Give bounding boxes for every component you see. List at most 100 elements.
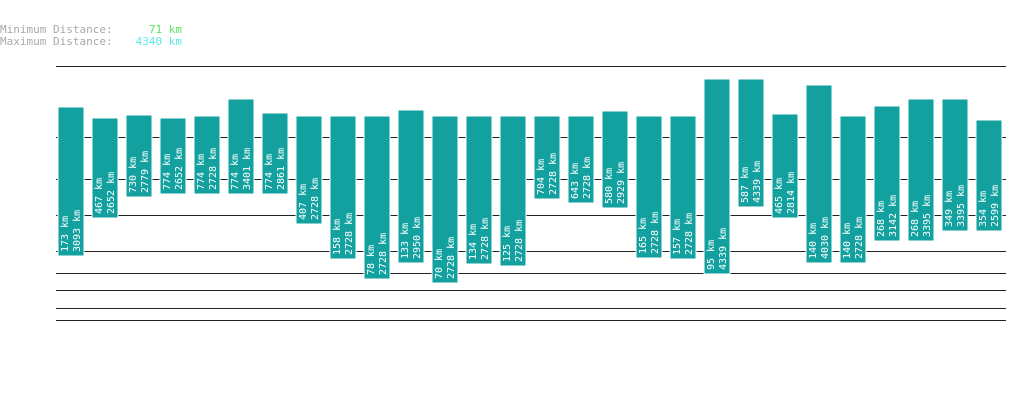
distance-bar-5 [193,115,221,195]
distance-bar-19 [669,115,697,260]
bar-group-14: 125 km 2728 km [499,115,527,267]
max-distance-label-8: 2728 km [310,178,321,220]
min-distance-label-2: 467 km [94,178,105,214]
max-distance-label-12: 2728 km [446,237,457,279]
bar-group-1: 173 km 3093 km [57,106,85,257]
max-distance-label-20: 4339 km [718,228,729,270]
distance-bar-11 [397,109,425,264]
max-distance-label-17: 2929 km [616,162,627,204]
max-distance-label-15: 2728 km [548,153,559,195]
min-distance-label-26: 268 km [910,201,921,237]
max-distance-label-5: 2728 km [208,148,219,190]
min-distance-label-13: 134 km [468,224,479,260]
bar-group-11: 133 km 2950 km [397,109,425,264]
max-distance-label-21: 4339 km [752,161,763,203]
distance-bar-3 [125,114,153,198]
max-distance-label-19: 2728 km [684,213,695,255]
min-distance-label-4: 774 km [162,154,173,190]
max-distance-label-6: 3401 km [242,148,253,190]
max-distance-label-13: 2728 km [480,218,491,260]
max-distance-label-22: 2814 km [786,172,797,214]
max-distance-label-1: 3093 km [72,210,83,252]
max-distance-label-9: 2728 km [344,213,355,255]
distance-bar-6 [227,98,255,195]
bar-group-24: 140 km 2728 km [839,115,867,264]
distance-bar-28 [975,119,1003,232]
max-distance-label-26: 3395 km [922,195,933,237]
min-distance-label-17: 580 km [604,168,615,204]
min-distance-label-8: 407 km [298,184,309,220]
min-distance-label-14: 125 km [502,226,513,262]
distance-summary: Minimum Distance: 71 km Maximum Distance:… [0,24,182,48]
bar-group-6: 774 km 3401 km [227,98,255,195]
bar-group-21: 587 km 4339 km [737,78,765,208]
max-distance-label-28: 2599 km [990,185,1001,227]
max-distance-label-4: 2652 km [174,148,185,190]
min-distance-label-22: 465 km [774,178,785,214]
distance-bar-4 [159,117,187,195]
minimum-distance-row: Minimum Distance: 71 km [0,24,182,36]
maximum-distance-label: Maximum Distance: [0,35,113,48]
distance-bar-15 [533,115,561,200]
maximum-distance-row: Maximum Distance: 4340 km [0,36,182,48]
min-distance-label-10: 78 km [366,245,377,275]
max-distance-label-2: 2652 km [106,172,117,214]
min-distance-label-11: 133 km [400,223,411,259]
distance-bar-9 [329,115,357,260]
maximum-distance-value: 4340 km [135,35,182,48]
distance-bar-2 [91,117,119,219]
bar-group-19: 157 km 2728 km [669,115,697,260]
distance-bar-14 [499,115,527,267]
bar-group-16: 643 km 2728 km [567,115,595,204]
bar-group-9: 158 km 2728 km [329,115,357,260]
distance-bar-10 [363,115,391,280]
max-distance-label-14: 2728 km [514,220,525,262]
bar-group-12: 70 km 2728 km [431,115,459,284]
bar-group-15: 704 km 2728 km [533,115,561,200]
min-distance-label-24: 140 km [842,223,853,259]
bar-group-13: 134 km 2728 km [465,115,493,265]
min-distance-label-19: 157 km [672,219,683,255]
bar-group-23: 140 km 4030 km [805,84,833,264]
bar-group-28: 354 km 2599 km [975,119,1003,232]
bar-group-3: 730 km 2779 km [125,114,153,198]
max-distance-label-16: 2728 km [582,157,593,199]
bar-group-2: 467 km 2652 km [91,117,119,219]
distance-bar-16 [567,115,595,204]
distance-bar-8 [295,115,323,225]
distance-bar-12 [431,115,459,284]
min-distance-label-9: 158 km [332,219,343,255]
distance-bar-27 [941,98,969,232]
min-distance-label-1: 173 km [60,216,71,252]
min-distance-label-20: 95 km [706,240,717,270]
max-distance-label-23: 4030 km [820,217,831,259]
bar-group-17: 580 km 2929 km [601,110,629,209]
min-distance-label-18: 165 km [638,218,649,254]
bar-group-26: 268 km 3395 km [907,98,935,242]
min-distance-label-28: 354 km [978,191,989,227]
bar-group-4: 774 km 2652 km [159,117,187,195]
distance-bar-23 [805,84,833,264]
min-distance-label-5: 774 km [196,154,207,190]
min-distance-label-27: 349 km [944,191,955,227]
distance-bar-7 [261,112,289,195]
bar-group-20: 95 km 4339 km [703,78,731,275]
minimum-distance-value: 71 km [148,23,182,36]
distance-bar-18 [635,115,663,259]
distance-bar-22 [771,113,799,219]
max-distance-label-3: 2779 km [140,151,151,193]
max-distance-label-27: 3395 km [956,185,967,227]
distance-bar-13 [465,115,493,265]
min-distance-label-6: 774 km [230,154,241,190]
min-distance-label-12: 70 km [434,249,445,279]
min-distance-label-25: 268 km [876,201,887,237]
distance-bar-1 [57,106,85,257]
min-distance-label-16: 643 km [570,163,581,199]
bar-group-7: 774 km 2861 km [261,112,289,195]
max-distance-label-24: 2728 km [854,217,865,259]
bar-group-8: 407 km 2728 km [295,115,323,225]
distance-bar-20 [703,78,731,275]
max-distance-label-7: 2861 km [276,148,287,190]
minimum-distance-label: Minimum Distance: [0,23,113,36]
